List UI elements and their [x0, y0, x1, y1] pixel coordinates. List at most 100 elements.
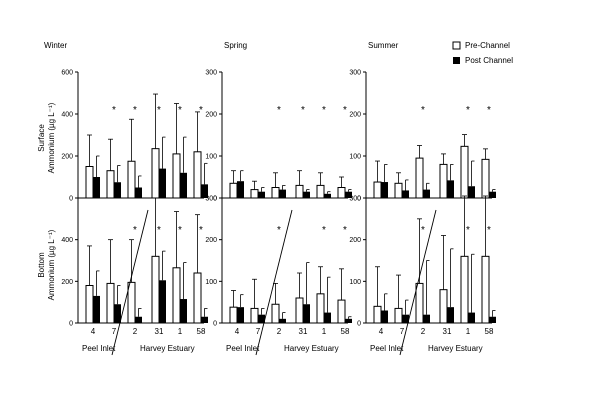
- season-title-winter: Winter: [44, 41, 67, 50]
- significance-marker: *: [133, 105, 137, 116]
- bar-pre-channel: [193, 151, 202, 199]
- bar-pre-channel: [229, 182, 238, 199]
- significance-marker: *: [466, 225, 470, 236]
- significance-marker: *: [277, 225, 281, 236]
- bar-post-channel: [135, 187, 142, 198]
- bar-post-channel: [114, 182, 121, 198]
- bar-post-channel: [345, 191, 352, 198]
- category-label: 4: [235, 327, 240, 336]
- season-title-spring: Spring: [224, 41, 247, 50]
- significance-marker: *: [487, 225, 491, 236]
- y-tick-label: 200: [61, 279, 73, 286]
- site-label-harvey-estuary: Harvey Estuary: [284, 344, 339, 353]
- bar-pre-channel: [295, 297, 304, 324]
- bar-pre-channel: [271, 303, 280, 324]
- bar-post-channel: [447, 307, 454, 323]
- panel-surface-winter: Winter 0 200 400 600 * * * * *: [44, 41, 208, 203]
- category-label: 58: [197, 327, 206, 336]
- y-tick-label: 400: [61, 237, 73, 244]
- surface-y-label-unit: Ammonium (µg L⁻¹): [47, 102, 56, 173]
- significance-marker: *: [322, 105, 326, 116]
- bar-post-channel: [159, 280, 166, 323]
- category-label: 2: [133, 327, 138, 336]
- y-tick-label: 200: [349, 237, 361, 244]
- panel-surface-summer: Summer 0 100 200 300 * * *: [349, 41, 496, 203]
- category-label: 31: [155, 327, 164, 336]
- bar-pre-channel: [337, 299, 346, 324]
- bar-pre-channel: [271, 187, 280, 199]
- category-label: 1: [466, 327, 471, 336]
- bar-pre-channel: [127, 160, 136, 199]
- significance-marker: *: [112, 105, 116, 116]
- bar-post-channel: [180, 299, 187, 323]
- bar-post-channel: [258, 191, 265, 198]
- bar-pre-channel: [250, 189, 259, 199]
- y-tick-label: 0: [213, 196, 217, 203]
- bottom-y-axis-label: Bottom Ammonium (µg L⁻¹): [37, 229, 56, 300]
- significance-marker: *: [343, 105, 347, 116]
- bar-pre-channel: [151, 255, 160, 324]
- bar-pre-channel: [415, 157, 424, 199]
- bar-post-channel: [489, 316, 496, 323]
- season-title-summer: Summer: [368, 41, 399, 50]
- bar-pre-channel: [394, 182, 403, 199]
- bar-pre-channel: [85, 285, 94, 324]
- y-tick-label: 400: [61, 112, 73, 119]
- bar-post-channel: [201, 184, 208, 198]
- panel-surface-spring: Spring 0 100 200 300 * * * *: [205, 41, 352, 203]
- significance-marker: *: [157, 225, 161, 236]
- y-tick-label: 200: [61, 154, 73, 161]
- site-label-peel-inlet: Peel Inlet: [82, 344, 116, 353]
- category-label: 31: [443, 327, 452, 336]
- bar-pre-channel: [127, 281, 136, 324]
- category-label: 58: [341, 327, 350, 336]
- y-tick-label: 300: [205, 196, 217, 203]
- y-tick-label: 100: [205, 279, 217, 286]
- legend-post-swatch: [453, 57, 460, 64]
- significance-marker: *: [322, 225, 326, 236]
- significance-marker: *: [466, 105, 470, 116]
- bar-pre-channel: [460, 145, 469, 199]
- bar-post-channel: [489, 191, 496, 198]
- bar-post-channel: [93, 295, 100, 323]
- y-tick-label: 100: [205, 154, 217, 161]
- bar-post-channel: [180, 172, 187, 198]
- bar-post-channel: [258, 314, 265, 323]
- bar-post-channel: [345, 318, 352, 323]
- y-tick-label: 0: [357, 321, 361, 328]
- bar-pre-channel: [373, 181, 382, 199]
- bar-post-channel: [237, 307, 244, 323]
- significance-marker: *: [133, 225, 137, 236]
- site-label-peel-inlet: Peel Inlet: [370, 344, 404, 353]
- bar-post-channel: [279, 318, 286, 323]
- y-tick-label: 0: [69, 321, 73, 328]
- category-label: 1: [322, 327, 327, 336]
- legend-post-label: Post Channel: [465, 56, 513, 65]
- y-tick-label: 0: [213, 321, 217, 328]
- bar-pre-channel: [151, 148, 160, 199]
- significance-marker: *: [199, 225, 203, 236]
- bar-post-channel: [423, 189, 430, 198]
- bar-post-channel: [402, 190, 409, 198]
- bar-pre-channel: [394, 307, 403, 324]
- category-label: 31: [299, 327, 308, 336]
- significance-marker: *: [343, 225, 347, 236]
- surface-y-axis-label: Surface Ammonium (µg L⁻¹): [37, 102, 56, 173]
- bar-pre-channel: [439, 289, 448, 324]
- y-tick-label: 200: [205, 237, 217, 244]
- bar-pre-channel: [172, 267, 181, 324]
- bar-post-channel: [468, 186, 475, 198]
- site-divider-line: [111, 209, 149, 356]
- category-label: 4: [379, 327, 384, 336]
- bar-post-channel: [447, 180, 454, 198]
- y-tick-label: 100: [349, 279, 361, 286]
- category-label: 2: [421, 327, 426, 336]
- significance-marker: *: [157, 105, 161, 116]
- bar-post-channel: [468, 312, 475, 323]
- bar-post-channel: [402, 314, 409, 323]
- bar-pre-channel: [337, 187, 346, 199]
- bar-pre-channel: [481, 255, 490, 324]
- bar-pre-channel: [229, 306, 238, 324]
- bar-post-channel: [381, 182, 388, 198]
- significance-marker: *: [301, 105, 305, 116]
